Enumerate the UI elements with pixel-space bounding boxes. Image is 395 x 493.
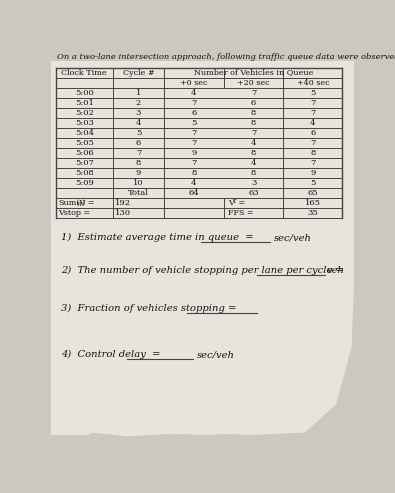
- Text: 5:08: 5:08: [75, 169, 94, 176]
- Text: 9: 9: [136, 169, 141, 176]
- Text: 8: 8: [251, 169, 256, 176]
- Text: 5: 5: [191, 119, 197, 127]
- Text: Number of Vehicles in Queue: Number of Vehicles in Queue: [194, 69, 313, 76]
- FancyBboxPatch shape: [51, 62, 352, 269]
- Text: 7: 7: [251, 129, 256, 137]
- Text: 5: 5: [310, 179, 316, 187]
- Text: 6: 6: [136, 139, 141, 147]
- Text: 3: 3: [251, 179, 256, 187]
- PathPatch shape: [51, 271, 353, 436]
- Text: 4: 4: [251, 139, 256, 147]
- Text: T: T: [232, 199, 236, 204]
- Text: 3)  Fraction of vehicles stopping =: 3) Fraction of vehicles stopping =: [61, 304, 236, 313]
- Text: +20 sec: +20 sec: [237, 79, 270, 87]
- Text: 4: 4: [310, 119, 316, 127]
- Text: 8: 8: [191, 169, 197, 176]
- Text: 64: 64: [188, 189, 199, 197]
- Text: sec/veh: sec/veh: [274, 233, 312, 242]
- Text: 4: 4: [251, 159, 256, 167]
- Text: V: V: [228, 199, 233, 207]
- Text: 4: 4: [191, 179, 197, 187]
- Polygon shape: [51, 62, 354, 273]
- Text: 5:02: 5:02: [75, 108, 94, 117]
- Text: 4)  Control delay  =: 4) Control delay =: [61, 350, 160, 359]
- Text: ) =: ) =: [82, 199, 94, 207]
- Text: 5:07: 5:07: [75, 159, 94, 167]
- Text: 8: 8: [251, 149, 256, 157]
- Text: 8: 8: [251, 108, 256, 117]
- Text: 8: 8: [310, 149, 316, 157]
- Text: On a two-lane intersection approach, following traffic queue data were observed.: On a two-lane intersection approach, fol…: [57, 53, 395, 62]
- Text: 8: 8: [251, 119, 256, 127]
- Text: 130: 130: [115, 209, 131, 217]
- Text: 6: 6: [310, 129, 316, 137]
- Text: 63: 63: [248, 189, 259, 197]
- Text: 9: 9: [310, 169, 316, 176]
- Text: Clock Time: Clock Time: [62, 69, 107, 76]
- Text: 4: 4: [136, 119, 141, 127]
- Text: 4: 4: [191, 89, 197, 97]
- Text: 7: 7: [251, 89, 256, 97]
- Text: 7: 7: [310, 108, 316, 117]
- Text: 2)  The number of vehicle stopping per lane per cycle =: 2) The number of vehicle stopping per la…: [61, 266, 344, 275]
- Text: 5:05: 5:05: [75, 139, 94, 147]
- Text: 7: 7: [310, 99, 316, 106]
- Text: 192: 192: [115, 199, 131, 207]
- Text: iq: iq: [77, 202, 82, 207]
- Text: 10: 10: [133, 179, 144, 187]
- Text: +40 sec: +40 sec: [297, 79, 329, 87]
- Text: =: =: [236, 199, 245, 207]
- Text: 9: 9: [191, 149, 197, 157]
- Text: 7: 7: [191, 99, 197, 106]
- Text: 7: 7: [310, 139, 316, 147]
- Polygon shape: [51, 269, 354, 435]
- Text: Vstop =: Vstop =: [58, 209, 90, 217]
- Text: 7: 7: [191, 159, 197, 167]
- Text: 5:04: 5:04: [75, 129, 94, 137]
- Text: 5:03: 5:03: [75, 119, 94, 127]
- Text: 7: 7: [310, 159, 316, 167]
- Text: 7: 7: [191, 139, 197, 147]
- Text: 6: 6: [251, 99, 256, 106]
- Text: 65: 65: [308, 189, 318, 197]
- Text: 5:09: 5:09: [75, 179, 94, 187]
- Text: 5:01: 5:01: [75, 99, 94, 106]
- Text: 5:00: 5:00: [75, 89, 94, 97]
- Text: sec/veh: sec/veh: [197, 351, 235, 359]
- Text: FFS =: FFS =: [228, 209, 253, 217]
- Text: 7: 7: [191, 129, 197, 137]
- Text: 35: 35: [307, 209, 318, 217]
- Text: 5: 5: [310, 89, 316, 97]
- Text: Total: Total: [128, 189, 149, 197]
- Text: 5: 5: [136, 129, 141, 137]
- Text: 8: 8: [136, 159, 141, 167]
- Text: Cycle #: Cycle #: [123, 69, 154, 76]
- Text: Sum(V: Sum(V: [58, 199, 85, 207]
- Text: veh: veh: [327, 266, 345, 275]
- Text: 6: 6: [191, 108, 197, 117]
- Text: 7: 7: [136, 149, 141, 157]
- Text: 165: 165: [305, 199, 321, 207]
- Text: 5:06: 5:06: [75, 149, 94, 157]
- Text: 3: 3: [136, 108, 141, 117]
- Text: +0 sec: +0 sec: [180, 79, 208, 87]
- Text: 2: 2: [136, 99, 141, 106]
- Text: 1)  Estimate average time in queue  =: 1) Estimate average time in queue =: [61, 233, 254, 242]
- Text: 1: 1: [136, 89, 141, 97]
